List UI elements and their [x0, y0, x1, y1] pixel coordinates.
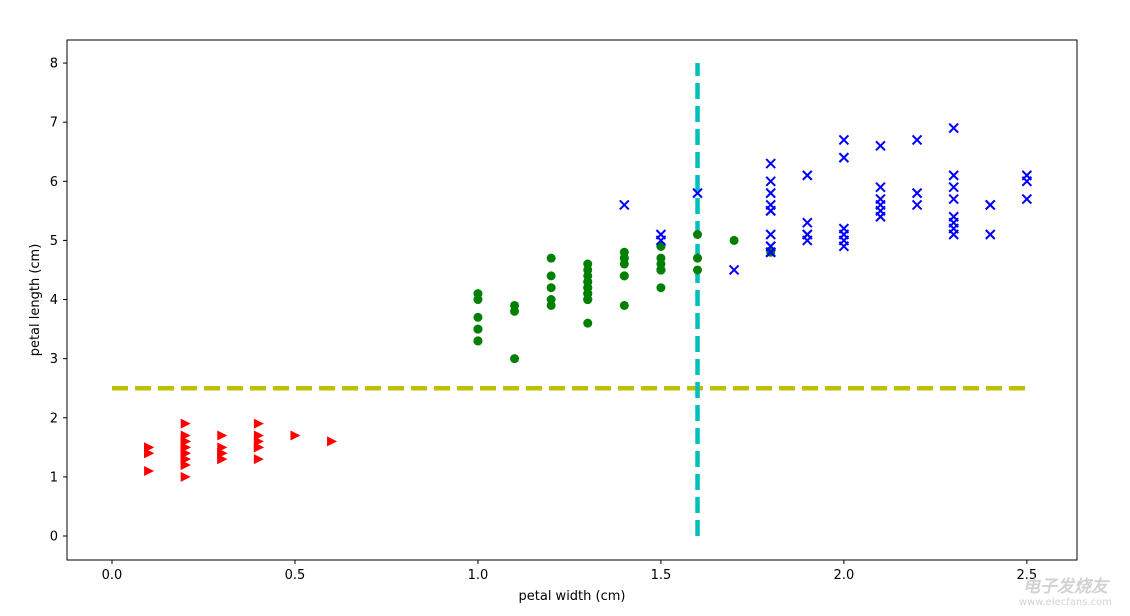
data-point-x: [765, 229, 776, 240]
data-point-x: [875, 140, 886, 152]
data-point-x: [1021, 193, 1033, 205]
x-tick-label: 1.5: [651, 568, 672, 583]
data-point-x: [838, 134, 850, 146]
data-point-x: [802, 217, 813, 228]
data-point-x: [692, 187, 703, 199]
data-point-circle: [473, 336, 483, 346]
data-point-circle: [473, 324, 483, 334]
data-point-circle: [729, 235, 739, 245]
watermark: 电子发烧友 www.elecfans.com: [1019, 572, 1112, 608]
data-point-circle: [583, 277, 593, 287]
data-point-circle: [473, 312, 483, 322]
data-point-x: [802, 170, 813, 181]
data-point-triangle: [253, 418, 264, 429]
data-point-x: [655, 229, 667, 240]
y-tick-label: 6: [50, 175, 58, 190]
data-point-x: [765, 205, 776, 217]
watermark-cn: 电子发烧友: [1022, 577, 1108, 597]
data-point-x: [948, 223, 959, 234]
data-point-circle: [619, 247, 629, 257]
data-point-x: [619, 199, 630, 211]
y-tick-label: 7: [50, 116, 58, 131]
data-point-x: [948, 211, 959, 222]
data-point-circle: [546, 253, 556, 263]
data-point-circle: [693, 253, 703, 263]
data-point-x: [875, 199, 886, 211]
data-point-triangle: [253, 454, 264, 465]
data-point-triangle: [180, 448, 191, 459]
data-point-x: [765, 158, 776, 169]
watermark-url: www.elecfans.com: [1018, 597, 1112, 608]
x-tick-label: 1.0: [468, 568, 489, 583]
data-point-x: [911, 187, 923, 199]
data-point-triangle: [217, 448, 228, 459]
data-point-circle: [656, 283, 666, 293]
data-point-circle: [656, 253, 666, 263]
data-point-x: [948, 170, 959, 181]
y-tick-label: 4: [50, 293, 58, 308]
data-point-circle: [583, 289, 593, 299]
data-point-circle: [546, 283, 556, 293]
data-point-triangle: [253, 442, 264, 453]
x-tick-label: 2.0: [834, 568, 855, 583]
y-axis-label: petal length (cm): [28, 244, 43, 357]
data-point-x: [911, 134, 923, 146]
data-point-circle: [583, 318, 593, 328]
data-point-circle: [619, 259, 629, 269]
data-point-circle: [619, 300, 629, 310]
data-point-x: [948, 122, 959, 134]
data-point-circle: [693, 265, 703, 275]
plot-frame: [66, 39, 1078, 561]
data-point-x: [948, 193, 959, 205]
data-point-x: [948, 181, 959, 193]
data-point-triangle: [327, 436, 338, 447]
data-point-circle: [473, 289, 483, 299]
data-point-x: [985, 199, 996, 211]
x-axis-label: petal width (cm): [519, 589, 626, 604]
data-point-circle: [546, 271, 556, 281]
y-tick-label: 1: [50, 470, 58, 485]
data-point-circle: [546, 295, 556, 305]
x-tick-label: 2.5: [1017, 568, 1038, 583]
y-tick-label: 2: [50, 411, 58, 426]
y-tick-label: 0: [50, 529, 58, 544]
data-point-triangle: [217, 430, 228, 441]
data-point-triangle: [180, 418, 191, 429]
data-point-triangle: [144, 448, 155, 459]
data-point-x: [802, 235, 813, 246]
data-point-circle: [656, 265, 666, 275]
y-tick-label: 8: [50, 57, 58, 72]
data-point-triangle: [180, 471, 191, 482]
data-point-x: [875, 181, 886, 193]
data-point-x: [911, 199, 923, 211]
data-point-circle: [510, 306, 520, 316]
data-point-circle: [619, 271, 629, 281]
data-point-x: [765, 176, 776, 187]
data-point-x: [838, 152, 850, 163]
x-tick-label: 0.5: [285, 568, 306, 583]
data-point-circle: [510, 354, 520, 364]
data-point-x: [765, 247, 776, 258]
data-point-x: [765, 187, 776, 199]
data-point-triangle: [290, 430, 301, 441]
x-tick-label: 0.0: [102, 568, 123, 583]
data-point-x: [985, 229, 996, 240]
data-point-x: [1021, 170, 1033, 181]
y-tick-label: 3: [50, 352, 58, 367]
data-point-x: [875, 211, 886, 222]
data-point-x: [838, 241, 850, 252]
data-point-circle: [583, 259, 593, 269]
data-point-x: [838, 223, 850, 234]
y-tick-label: 5: [50, 234, 58, 249]
data-point-circle: [693, 229, 703, 239]
data-point-x: [728, 264, 740, 276]
data-point-triangle: [144, 465, 155, 476]
